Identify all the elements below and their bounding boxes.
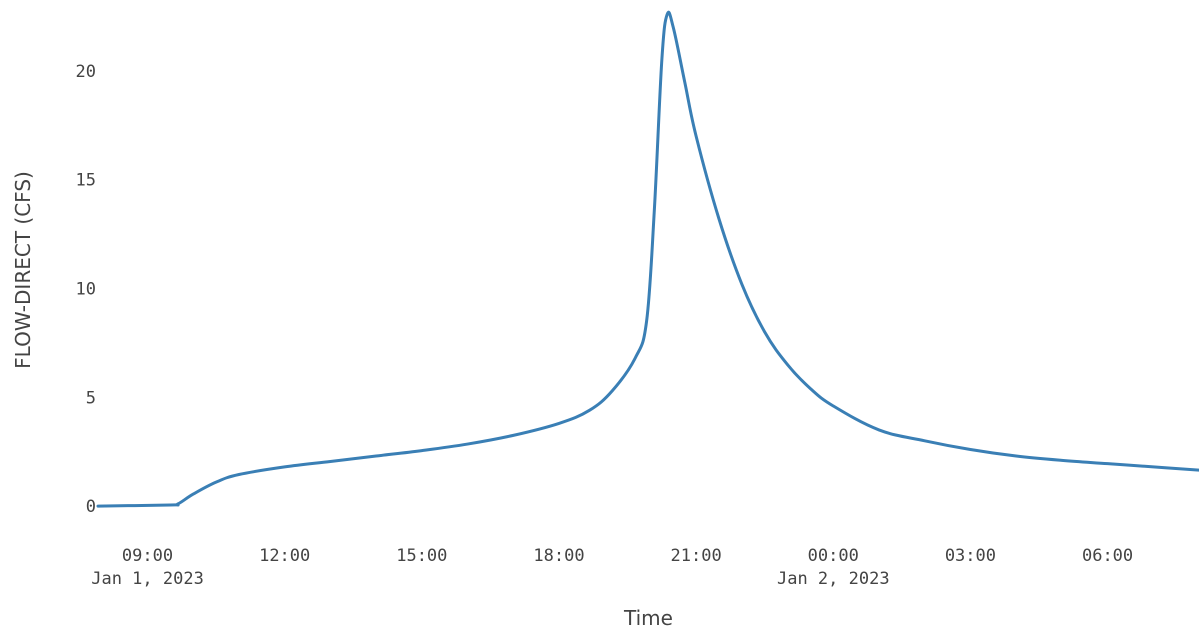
x-tick-date-label: Jan 2, 2023: [777, 569, 890, 589]
y-axis-title: FLOW-DIRECT (CFS): [11, 171, 35, 369]
y-tick-label: 0: [86, 497, 96, 517]
x-tick-label: 15:00: [396, 546, 447, 566]
x-tick-label: 09:00: [122, 546, 173, 566]
x-tick-label: 03:00: [945, 546, 996, 566]
y-tick-label: 5: [86, 388, 96, 408]
x-tick-label: 18:00: [533, 546, 584, 566]
y-tick-label: 20: [76, 62, 96, 82]
y-axis-ticks: 0 5 10 15 20: [76, 62, 96, 517]
x-tick-label: 00:00: [808, 546, 859, 566]
x-tick-date-label: Jan 1, 2023: [91, 569, 204, 589]
x-axis-ticks: 09:00 Jan 1, 2023 12:00 15:00 18:00 21:00 00:0…: [91, 546, 1133, 589]
x-tick-label: 12:00: [259, 546, 310, 566]
x-axis-title: Time: [623, 606, 673, 630]
x-tick-label: 21:00: [671, 546, 722, 566]
y-tick-label: 15: [76, 171, 96, 191]
flow-direct-series-line: [96, 10, 1199, 508]
x-tick-label: 06:00: [1082, 546, 1133, 566]
y-tick-label: 10: [76, 279, 96, 299]
